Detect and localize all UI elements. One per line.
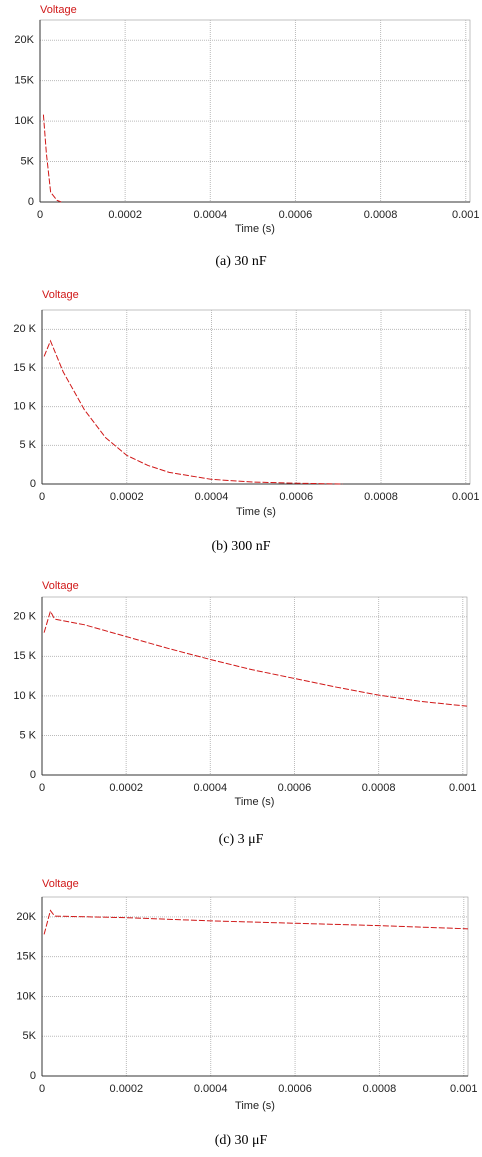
- y-tick-label: 10K: [16, 990, 36, 1002]
- y-tick-label: 15K: [16, 951, 36, 963]
- caption: (d) 30 μF: [215, 1133, 268, 1148]
- x-tick-label: 0: [39, 491, 45, 503]
- y-tick-label: 20 K: [13, 611, 36, 623]
- x-tick-label: 0.0004: [195, 491, 229, 503]
- x-tick-label: 0.001: [450, 1083, 478, 1095]
- x-tick-label: 0.0004: [194, 1083, 228, 1095]
- x-tick-label: 0.001: [452, 491, 480, 503]
- y-tick-label: 5K: [23, 1030, 37, 1042]
- x-tick-label: 0: [39, 782, 45, 794]
- x-tick-label: 0: [37, 209, 43, 221]
- x-tick-label: 0.0008: [364, 209, 398, 221]
- x-axis-label: Time (s): [235, 223, 275, 235]
- x-tick-label: 0.0002: [110, 1083, 144, 1095]
- x-axis-label: Time (s): [236, 506, 276, 518]
- y-tick-label: 5K: [21, 155, 35, 167]
- x-tick-label: 0.0008: [364, 491, 398, 503]
- y-tick-label: 0: [30, 478, 36, 490]
- x-tick-label: 0.0006: [278, 782, 312, 794]
- x-tick-label: 0.0006: [279, 209, 313, 221]
- y-tick-label: 5 K: [19, 729, 36, 741]
- x-tick-label: 0.0002: [108, 209, 142, 221]
- y-tick-label: 10K: [14, 115, 34, 127]
- x-tick-label: 0.001: [449, 782, 477, 794]
- y-tick-label: 15 K: [13, 650, 36, 662]
- caption: (b) 300 nF: [211, 539, 270, 554]
- x-tick-label: 0.0004: [193, 782, 227, 794]
- x-tick-label: 0.0008: [363, 1083, 397, 1095]
- y-tick-label: 15 K: [13, 362, 36, 374]
- caption: (a) 30 nF: [215, 254, 267, 269]
- x-tick-label: 0.0008: [362, 782, 396, 794]
- legend-label: Voltage: [42, 580, 79, 592]
- x-tick-label: 0.0006: [279, 491, 313, 503]
- x-tick-label: 0: [39, 1083, 45, 1095]
- y-tick-label: 10 K: [13, 401, 36, 413]
- y-tick-label: 5 K: [19, 439, 36, 451]
- x-axis-label: Time (s): [235, 796, 275, 808]
- caption: (c) 3 μF: [219, 832, 264, 847]
- line: [42, 114, 62, 203]
- line: [43, 339, 343, 485]
- y-tick-label: 15K: [14, 75, 34, 87]
- line: [43, 609, 468, 707]
- plot-area: [41, 896, 469, 1077]
- x-tick-label: 0.0006: [278, 1083, 312, 1095]
- y-tick-label: 20 K: [13, 323, 36, 335]
- x-axis-label: Time (s): [235, 1100, 275, 1112]
- legend-label: Voltage: [42, 289, 79, 301]
- x-tick-label: 0.0002: [109, 782, 143, 794]
- y-tick-label: 0: [30, 769, 36, 781]
- y-tick-label: 0: [28, 196, 34, 208]
- plot-area: [41, 596, 468, 776]
- plot-area: [41, 309, 471, 485]
- plot-area: [39, 19, 471, 203]
- y-tick-label: 20K: [14, 34, 34, 46]
- legend-label: Voltage: [40, 4, 77, 16]
- line: [43, 909, 469, 935]
- legend-label: Voltage: [42, 878, 79, 890]
- y-tick-label: 10 K: [13, 690, 36, 702]
- y-tick-label: 0: [30, 1070, 36, 1082]
- y-tick-label: 20K: [16, 911, 36, 923]
- x-tick-label: 0.0002: [110, 491, 144, 503]
- x-tick-label: 0.0004: [193, 209, 227, 221]
- x-tick-label: 0.001: [452, 209, 480, 221]
